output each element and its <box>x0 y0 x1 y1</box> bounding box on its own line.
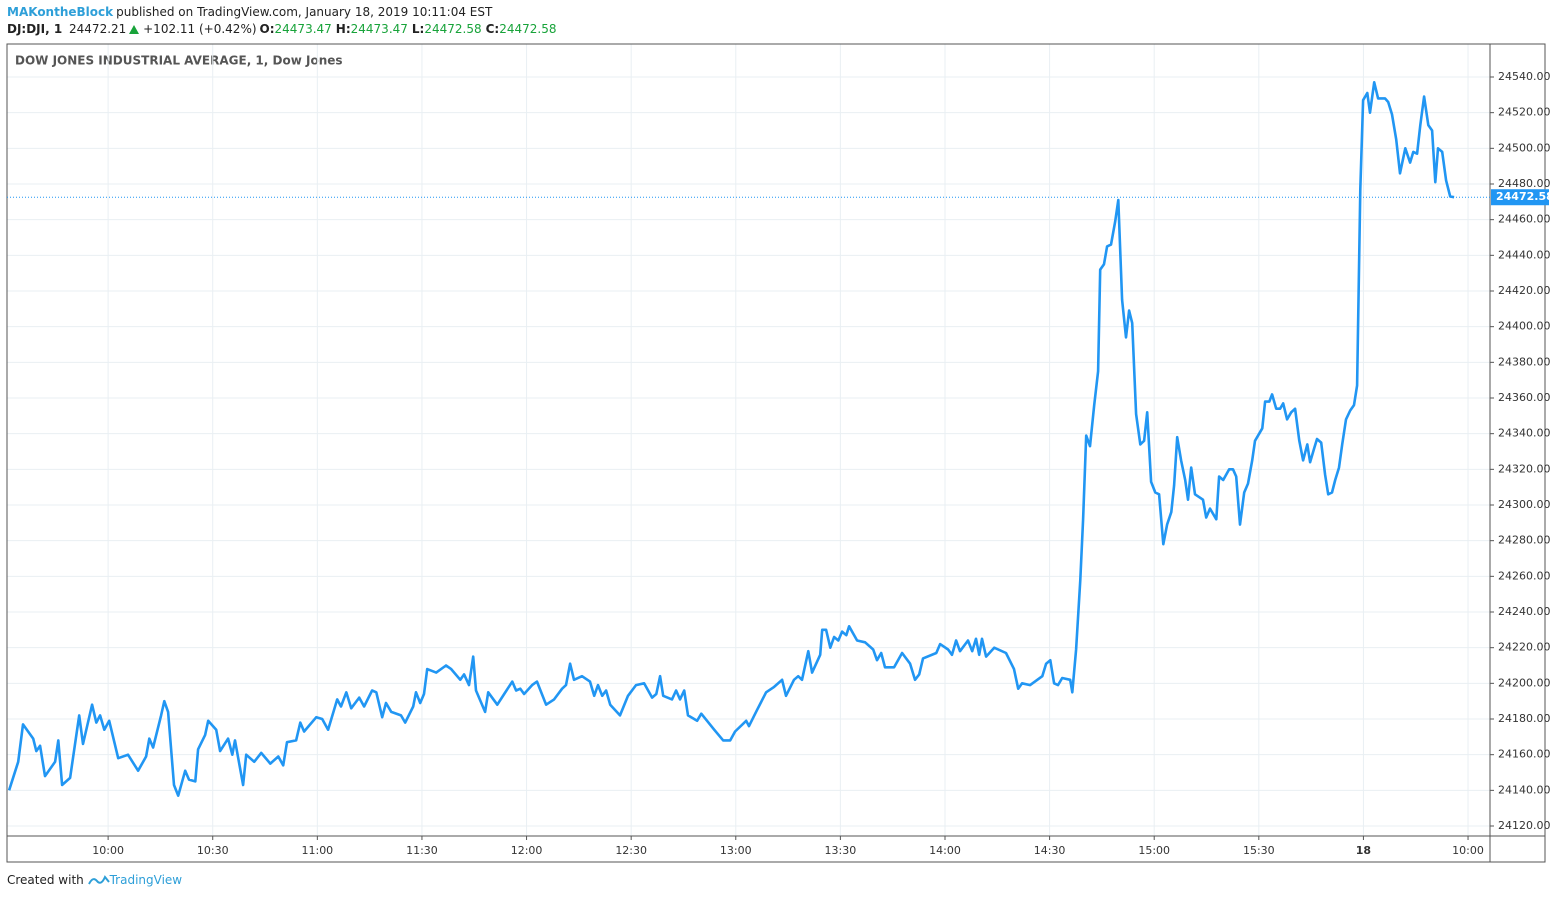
ohlc-value: 24473.47 <box>350 22 408 36</box>
y-tick-label: 24400.00 <box>1498 320 1551 333</box>
x-tick-label: 13:30 <box>825 844 857 857</box>
y-tick-label: 24340.00 <box>1498 427 1551 440</box>
chart-title: DOW JONES INDUSTRIAL AVERAGE, 1, Dow Jon… <box>15 54 343 68</box>
ohlc-label: L: <box>411 22 425 36</box>
ohlc-value: 24472.58 <box>499 22 557 36</box>
symbol: DJ:DJI, 1 <box>7 22 63 36</box>
logo <box>87 875 110 885</box>
y-tick-label: 24240.00 <box>1498 605 1551 618</box>
author[interactable]: MAKontheBlock <box>7 5 114 19</box>
header-line: MAKontheBlock published on TradingView.co… <box>7 5 495 19</box>
x-tick-label: 18 <box>1356 844 1371 857</box>
x-tick-label: 15:00 <box>1138 844 1170 857</box>
x-tick-label: 10:00 <box>1452 844 1484 857</box>
last-price-box <box>1491 189 1549 206</box>
published: published on TradingView.com, January 18… <box>116 5 493 19</box>
y-tick-label: 24300.00 <box>1498 498 1551 511</box>
y-tick-label: 24260.00 <box>1498 569 1551 582</box>
y-tick-label: 24200.00 <box>1498 676 1551 689</box>
ohlc: O:24473.47 H:24473.47 L:24472.58 C:24472.58 <box>260 22 561 36</box>
footer: Created with TradingView <box>7 873 182 887</box>
ohlc-value: 24473.47 <box>274 22 332 36</box>
y-tick-label: 24380.00 <box>1498 355 1551 368</box>
x-tick-label: 12:00 <box>511 844 543 857</box>
y-tick-label: 24460.00 <box>1498 213 1551 226</box>
x-tick-label: 14:00 <box>929 844 961 857</box>
change: +102.11 (+0.42%) <box>143 22 257 36</box>
y-tick-label: 24420.00 <box>1498 284 1551 297</box>
header-line: DJ:DJI, 1 24472.21 +102.11 (+0.42%) O:244… <box>7 22 564 36</box>
chart: DOW JONES INDUSTRIAL AVERAGE, 1, Dow Jon… <box>6 43 1554 863</box>
y-tick-label: 24440.00 <box>1498 248 1551 261</box>
y-tick-label: 24160.00 <box>1498 748 1551 761</box>
x-tick-label: 10:30 <box>197 844 229 857</box>
y-tick-label: 24320.00 <box>1498 462 1551 475</box>
price-line <box>7 81 1455 797</box>
footer-brand[interactable]: TradingView <box>109 873 183 887</box>
x-tick-label: 14:30 <box>1034 844 1066 857</box>
y-tick-label: 24280.00 <box>1498 534 1551 547</box>
x-tick-label: 12:30 <box>615 844 647 857</box>
pane-border <box>6 43 1546 863</box>
ohlc-label: O: <box>259 22 275 36</box>
x-tick-label: 13:00 <box>720 844 752 857</box>
x-tick-label: 11:00 <box>301 844 333 857</box>
last: 24472.21 <box>69 22 127 36</box>
y-tick-label: 24120.00 <box>1498 819 1551 832</box>
x-tick-label: 15:30 <box>1243 844 1275 857</box>
y-tick-label: 24520.00 <box>1498 106 1551 119</box>
x-tick-label: 10:00 <box>92 844 124 857</box>
y-tick-label: 24480.00 <box>1498 177 1551 190</box>
y-tick-label: 24220.00 <box>1498 641 1551 654</box>
x-tick-label: 11:30 <box>406 844 438 857</box>
y-tick-label: 24360.00 <box>1498 391 1551 404</box>
last-price-label: 24472.58 <box>1496 190 1554 203</box>
y-tick-label: 24500.00 <box>1498 141 1551 154</box>
up-arrow <box>129 25 140 34</box>
footer-text: Created with <box>7 873 84 887</box>
y-tick-label: 24180.00 <box>1498 712 1551 725</box>
y-tick-label: 24140.00 <box>1498 783 1551 796</box>
ohlc-value: 24472.58 <box>424 22 482 36</box>
ohlc-label: H: <box>335 22 351 36</box>
ohlc-label: C: <box>485 22 500 36</box>
y-tick-label: 24540.00 <box>1498 70 1551 83</box>
